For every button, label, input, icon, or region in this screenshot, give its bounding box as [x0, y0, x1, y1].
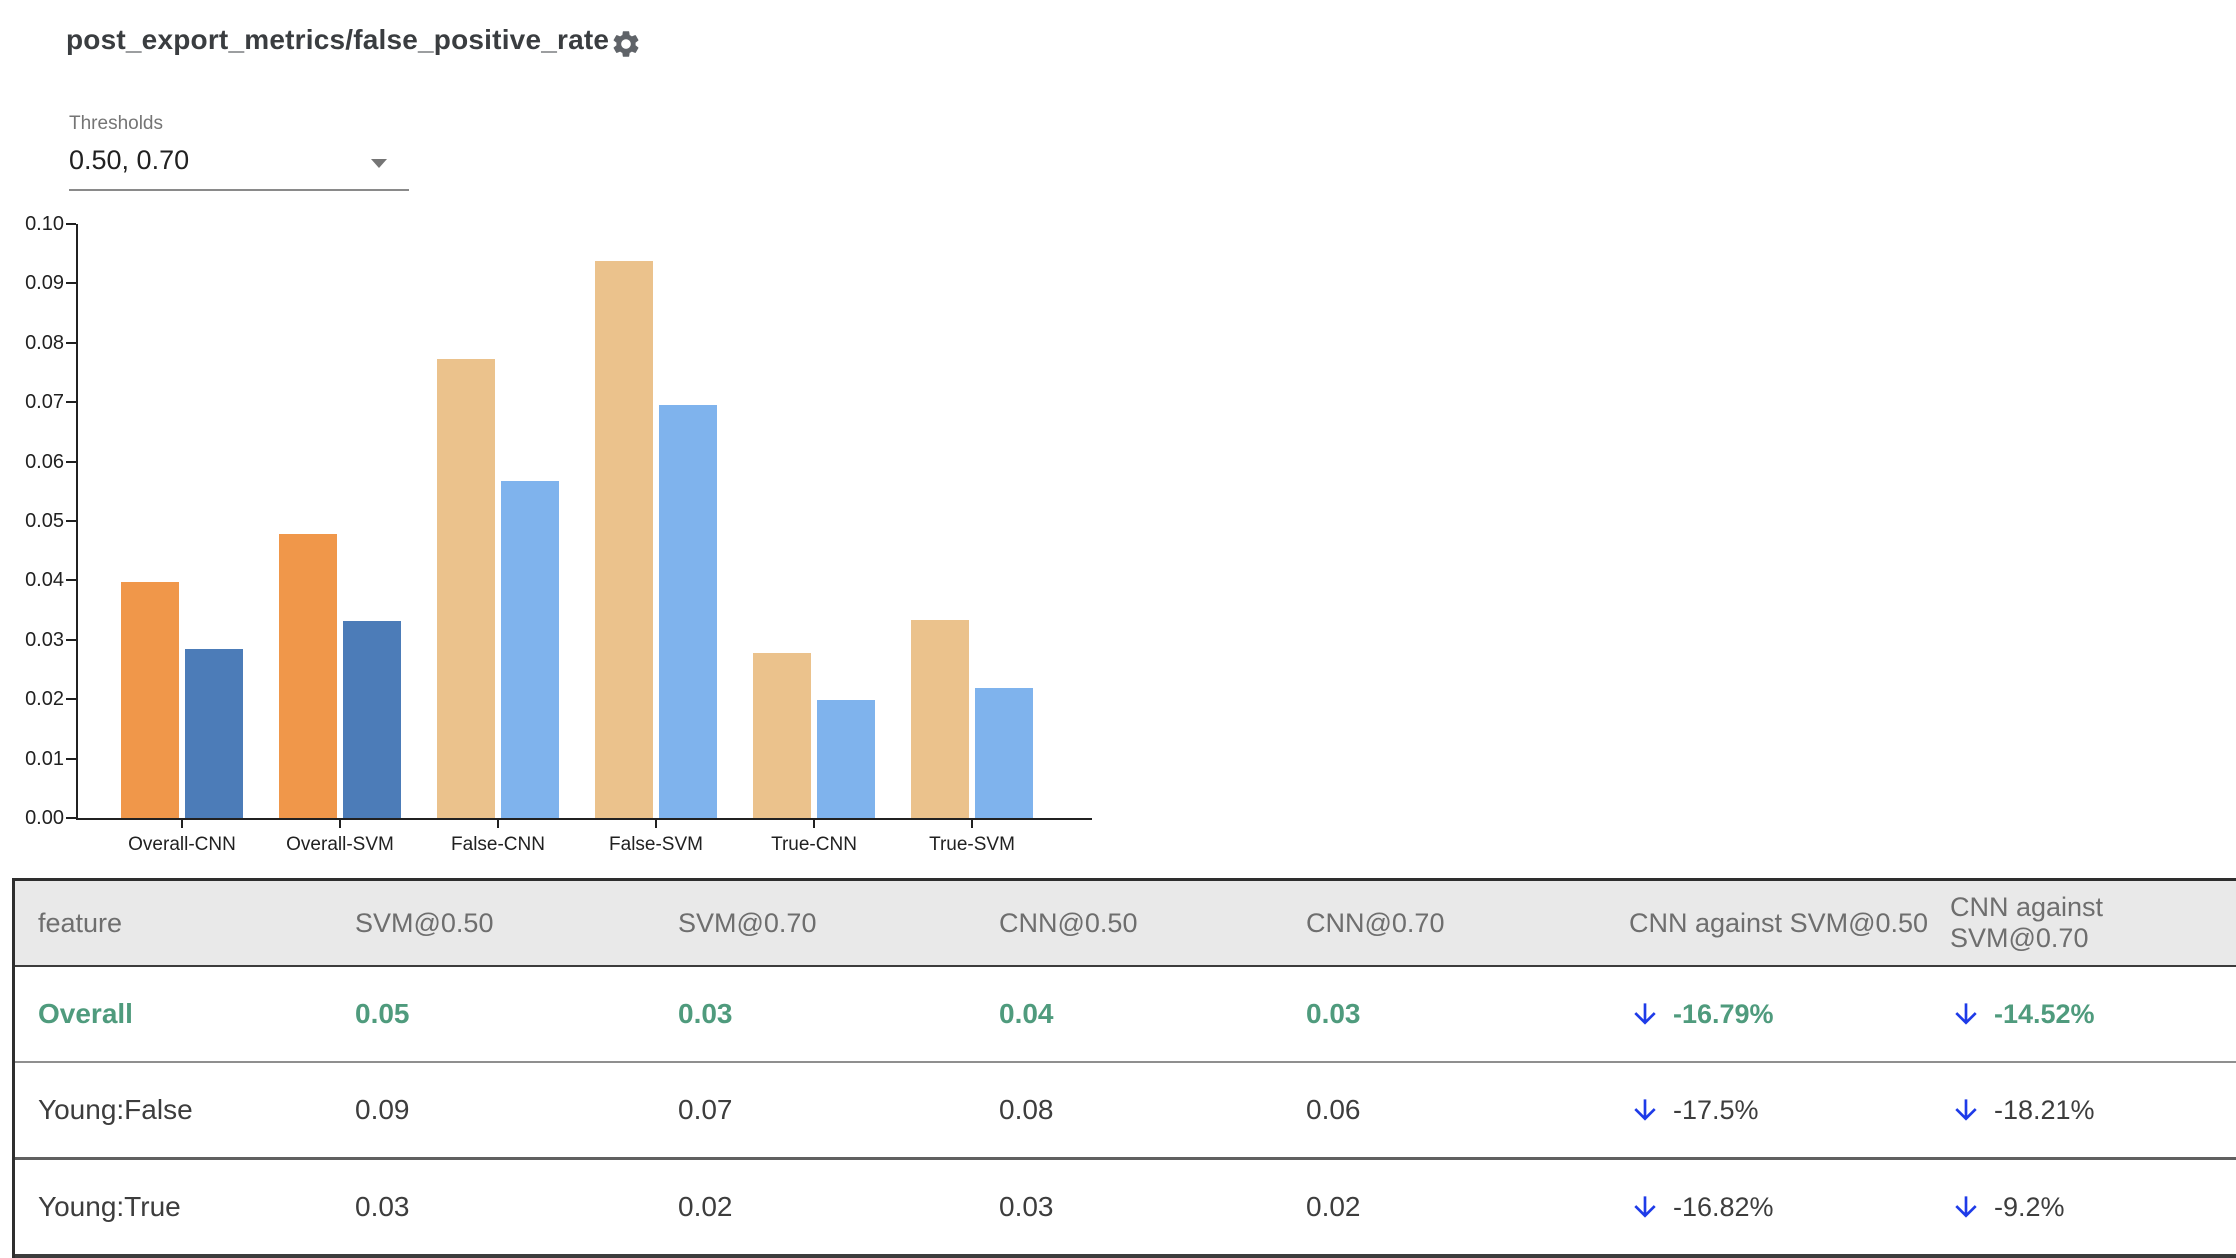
- bar-overall-cnn-threshold-0.50[interactable]: [121, 582, 179, 818]
- delta-percent: -18.21%: [1994, 1094, 2095, 1125]
- col-header-feature: feature: [38, 907, 123, 938]
- metric-value: 0.04: [999, 998, 1054, 1029]
- y-axis-tick: [66, 698, 76, 701]
- dropdown-caret-icon: [371, 159, 387, 168]
- y-axis-tick-label: 0.04: [25, 569, 64, 592]
- table-header-row: feature SVM@0.50 SVM@0.70 CNN@0.50 CNN@0…: [15, 881, 2236, 967]
- y-axis-tick: [66, 579, 76, 582]
- y-axis-tick-label: 0.06: [25, 450, 64, 473]
- metric-value: 0.02: [1306, 1191, 1361, 1222]
- bar-false-cnn-threshold-0.70[interactable]: [501, 481, 559, 818]
- col-header-svm50: SVM@0.50: [355, 907, 494, 938]
- bar-overall-svm-threshold-0.70[interactable]: [343, 621, 401, 818]
- delta-percent: -16.79%: [1673, 998, 1774, 1029]
- bar-false-svm-threshold-0.70[interactable]: [659, 405, 717, 818]
- bar-chart: 0.00 0.01 0.02 0.03 0.04 0.05 0.06 0.07 0.08 0.09…: [0, 0, 1120, 880]
- y-axis-tick: [66, 223, 76, 225]
- metrics-table: feature SVM@0.50 SVM@0.70 CNN@0.50 CNN@0…: [12, 878, 2236, 1258]
- delta-percent: -14.52%: [1994, 998, 2095, 1029]
- metric-value: 0.08: [999, 1094, 1054, 1125]
- x-axis-tick: [181, 818, 183, 828]
- x-axis-category-label: Overall-CNN: [128, 834, 236, 855]
- col-header-svm70: SVM@0.70: [678, 907, 817, 938]
- y-axis-tick-label: 0.02: [25, 688, 64, 711]
- metric-value: 0.02: [678, 1191, 733, 1222]
- y-axis-tick-label: 0.05: [25, 510, 64, 532]
- metric-value: 0.03: [678, 998, 733, 1029]
- metric-value: 0.05: [355, 998, 410, 1029]
- x-axis-line: [76, 818, 1092, 820]
- y-axis-tick: [66, 460, 76, 463]
- x-axis-category-label: True-CNN: [771, 834, 857, 855]
- delta-percent: -9.2%: [1994, 1191, 2065, 1222]
- gear-icon[interactable]: [610, 28, 642, 60]
- y-axis-tick: [66, 817, 76, 819]
- col-header-cnn50: CNN@0.50: [999, 907, 1138, 938]
- feature-name: Young:True: [38, 1191, 181, 1222]
- x-axis-category-label: Overall-SVM: [286, 834, 394, 855]
- metric-value: 0.07: [678, 1094, 733, 1125]
- x-axis-tick: [339, 818, 341, 828]
- arrow-down-icon: [1950, 1094, 1982, 1126]
- metric-value: 0.06: [1306, 1094, 1361, 1125]
- bar-false-cnn-threshold-0.50[interactable]: [437, 359, 495, 818]
- y-axis-tick: [66, 638, 76, 641]
- thresholds-label: Thresholds: [69, 113, 163, 134]
- y-axis-tick-label: 0.03: [25, 628, 64, 651]
- bar-false-svm-threshold-0.50[interactable]: [595, 261, 653, 818]
- col-header-cnn70: CNN@0.70: [1306, 907, 1445, 938]
- y-axis-tick: [66, 520, 76, 522]
- table-row-young-false: Young:False 0.09 0.07 0.08 0.06 -17.5% -…: [15, 1063, 2236, 1160]
- arrow-down-icon: [1629, 998, 1661, 1030]
- bar-true-cnn-threshold-0.50[interactable]: [753, 653, 811, 818]
- delta-percent: -17.5%: [1673, 1094, 1759, 1125]
- x-axis-category-label: False-SVM: [609, 834, 703, 855]
- y-axis-tick-label: 0.10: [25, 213, 64, 235]
- y-axis-tick: [66, 757, 76, 760]
- thresholds-value: 0.50, 0.70: [69, 145, 190, 175]
- y-axis-line: [76, 224, 78, 820]
- y-axis-tick-label: 0.00: [25, 807, 64, 829]
- x-axis-tick: [497, 818, 499, 828]
- x-axis-category-label: False-CNN: [451, 834, 545, 855]
- metric-value: 0.03: [355, 1191, 410, 1222]
- col-header-delta50: CNN against SVM@0.50: [1629, 907, 1929, 938]
- y-axis-tick: [66, 341, 76, 344]
- arrow-down-icon: [1950, 998, 1982, 1030]
- bar-true-svm-threshold-0.50[interactable]: [911, 620, 969, 818]
- bar-true-cnn-threshold-0.70[interactable]: [817, 700, 875, 818]
- delta-percent: -16.82%: [1673, 1191, 1774, 1222]
- arrow-down-icon: [1950, 1191, 1982, 1223]
- table-row-young-true: Young:True 0.03 0.02 0.03 0.02 -16.82% -…: [15, 1160, 2236, 1258]
- y-axis-tick: [66, 401, 76, 404]
- feature-name: Young:False: [38, 1094, 193, 1125]
- x-axis-tick: [813, 818, 815, 828]
- y-axis-tick-label: 0.07: [25, 391, 64, 414]
- arrow-down-icon: [1629, 1094, 1661, 1126]
- y-axis-tick: [66, 282, 76, 285]
- metric-value: 0.09: [355, 1094, 410, 1125]
- x-axis-category-label: True-SVM: [929, 834, 1015, 855]
- x-axis-tick: [971, 818, 973, 828]
- y-axis-tick-label: 0.09: [25, 272, 64, 295]
- feature-name: Overall: [38, 998, 133, 1029]
- table-row-overall: Overall 0.05 0.03 0.04 0.03 -16.79% -14.…: [15, 967, 2236, 1063]
- bar-overall-svm-threshold-0.50[interactable]: [279, 534, 337, 818]
- thresholds-dropdown[interactable]: 0.50, 0.70: [69, 141, 409, 191]
- bar-overall-cnn-threshold-0.70[interactable]: [185, 649, 243, 818]
- y-axis-tick-label: 0.01: [25, 747, 64, 770]
- metric-value: 0.03: [999, 1191, 1054, 1222]
- arrow-down-icon: [1629, 1191, 1661, 1223]
- y-axis-tick-label: 0.08: [25, 331, 64, 354]
- metric-value: 0.03: [1306, 998, 1361, 1029]
- col-header-delta70: CNN against SVM@0.70: [1950, 892, 2104, 953]
- x-axis-tick: [655, 818, 657, 828]
- page-title: post_export_metrics/false_positive_rate: [66, 24, 610, 55]
- bar-true-svm-threshold-0.70[interactable]: [975, 688, 1033, 818]
